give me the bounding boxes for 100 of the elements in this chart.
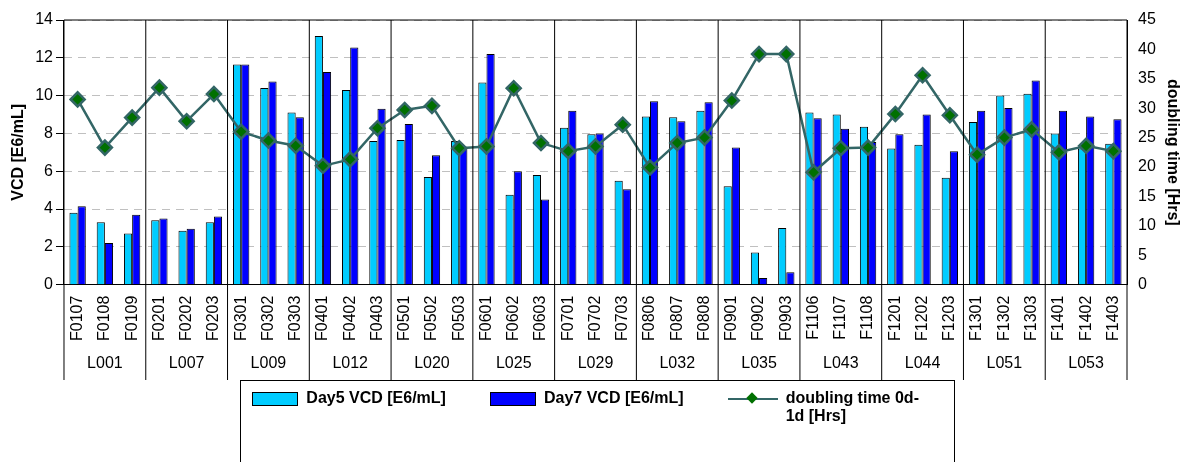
y2-axis-title: doubling time [Hrs] (1164, 78, 1182, 226)
point (287, 137, 304, 155)
x-tick-label: F0302 (258, 295, 276, 342)
x-tick-label: F0501 (395, 295, 413, 342)
y-tick-label: 2 (44, 237, 54, 255)
text: L012 (332, 354, 369, 372)
x-tick-label: F1403 (1103, 295, 1121, 342)
x-tick-label: F0807 (667, 295, 685, 342)
point (396, 101, 413, 119)
x-tick-label: F0703 (613, 295, 631, 342)
legend-label: Day5 VCD [E6/mL] (306, 389, 447, 407)
y-tick-label: 12 (35, 48, 54, 66)
x-tick-label: F1107 (831, 295, 849, 340)
x-tick-label: F0806 (640, 295, 658, 342)
x-tick-label: F0201 (149, 295, 167, 342)
legend-label: doubling time 0d-1d [Hrs] (785, 389, 920, 425)
point (423, 97, 441, 115)
point (941, 107, 959, 124)
point (1077, 137, 1095, 155)
point (450, 139, 468, 157)
text: L051 (986, 354, 1023, 372)
x-tick-label: F0202 (177, 295, 195, 342)
point (641, 159, 659, 176)
x-tick-label: F1302 (994, 295, 1012, 342)
y2-tick-label: 45 (1138, 10, 1156, 28)
point (587, 138, 604, 155)
x-tick-label: F0502 (422, 295, 440, 342)
y-tick-label: 4 (44, 199, 54, 217)
point (205, 85, 223, 103)
text: L035 (741, 354, 777, 372)
point (859, 139, 877, 156)
x-tick-label: F1401 (1049, 295, 1067, 342)
x-tick-label: F0403 (367, 295, 385, 342)
point (260, 132, 277, 149)
point (178, 112, 195, 130)
point (123, 109, 141, 126)
legend-label: Day7 VCD [E6/mL] (543, 389, 685, 407)
x-tick-label: F0902 (749, 295, 767, 342)
y2-tick-label: 0 (1138, 275, 1147, 293)
point (69, 91, 86, 108)
point (832, 139, 850, 157)
text: L043 (823, 354, 859, 372)
point (614, 116, 632, 133)
point (559, 142, 577, 160)
x-tick-label: F0702 (585, 295, 603, 342)
point (341, 151, 359, 168)
point (232, 123, 250, 140)
x-tick-label: F0903 (776, 295, 794, 342)
y2-tick-label: 5 (1138, 245, 1147, 263)
point (750, 45, 768, 63)
point (996, 129, 1013, 146)
x-tick-label: F1402 (1076, 295, 1094, 342)
x-tick-label: F0701 (558, 295, 576, 342)
point (723, 92, 741, 109)
x-tick-label: F1202 (912, 295, 930, 342)
point (669, 134, 686, 152)
x-tick-label: F0402 (340, 295, 358, 342)
point (805, 164, 822, 181)
y-tick-label: 10 (35, 86, 54, 104)
x-tick-label: F0601 (476, 295, 494, 342)
text: L044 (904, 354, 941, 372)
y-axis-title: VCD [E6/mL] (9, 103, 27, 201)
y2-tick-label: 10 (1138, 216, 1156, 234)
y2-tick-label: 15 (1138, 186, 1156, 204)
x-tick-label: F0107 (68, 295, 86, 342)
x-tick-label: F0203 (204, 295, 222, 342)
text: L029 (577, 354, 614, 372)
point (478, 138, 495, 155)
text: L009 (250, 354, 287, 372)
x-tick-label: F1303 (1022, 295, 1040, 342)
point (696, 129, 713, 146)
x-tick-label: F1108 (858, 295, 876, 340)
y-tick-label: 6 (44, 161, 54, 179)
point (369, 119, 386, 137)
text: L001 (87, 354, 123, 372)
text: L007 (168, 354, 205, 372)
x-tick-label: F0109 (122, 295, 140, 342)
x-tick-label: F0602 (504, 295, 522, 342)
x-tick-label: F1203 (940, 295, 958, 342)
y-tick-label: 14 (35, 10, 54, 28)
x-tick-label: F0503 (449, 295, 467, 342)
y2-tick-label: 25 (1138, 128, 1156, 146)
x-tick-label: F1201 (885, 295, 903, 342)
x-tick-label: F0303 (286, 295, 304, 342)
text: L032 (659, 354, 696, 372)
x-tick-label: F0108 (95, 295, 113, 342)
point (96, 139, 114, 156)
x-tick-label: F0901 (722, 295, 740, 342)
point (1050, 144, 1068, 161)
y2-tick-label: 35 (1138, 69, 1156, 87)
point (1105, 142, 1122, 160)
point (1023, 121, 1040, 138)
x-tick-label: F1301 (967, 295, 985, 342)
y2-tick-label: 30 (1138, 98, 1156, 116)
text: L053 (1068, 354, 1105, 372)
point (151, 79, 168, 96)
point (914, 67, 931, 84)
x-tick-label: F0401 (313, 295, 331, 342)
point (532, 134, 550, 152)
x-tick-label: F0808 (694, 295, 712, 342)
